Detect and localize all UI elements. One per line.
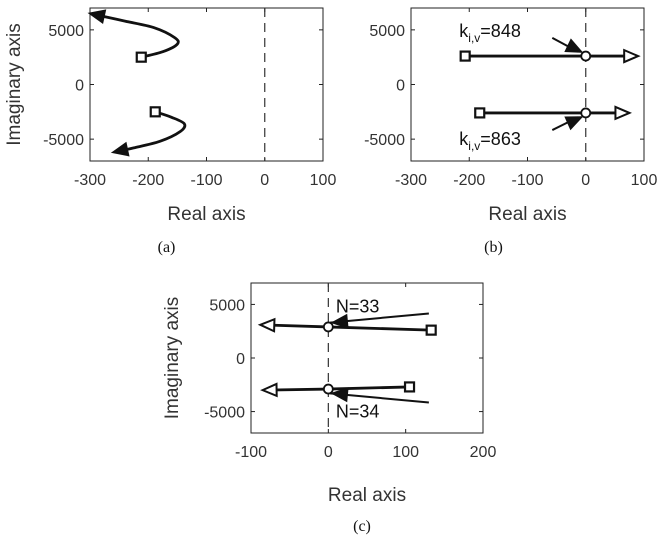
y-tick-label: -5000 bbox=[43, 132, 84, 149]
annotation-suffix: =848 bbox=[480, 21, 521, 41]
crossing-circle-marker bbox=[580, 50, 592, 62]
annotation-main: k bbox=[459, 21, 469, 41]
series-line bbox=[270, 323, 432, 332]
end-arrow-marker bbox=[110, 141, 130, 157]
end-arrow-marker bbox=[623, 48, 641, 64]
start-square-marker bbox=[403, 381, 416, 393]
y-tick-label: 0 bbox=[75, 78, 84, 95]
annotation-main: N=34 bbox=[336, 402, 380, 422]
x-axis-label: Real axis bbox=[488, 204, 566, 225]
x-tick-label: 100 bbox=[631, 172, 658, 189]
x-tick-label: -100 bbox=[190, 172, 222, 189]
x-axis-label: Real axis bbox=[328, 485, 406, 506]
y-tick-label: 5000 bbox=[209, 297, 245, 314]
annotation-arrow-head bbox=[564, 38, 584, 53]
y-tick-label: 0 bbox=[396, 78, 405, 95]
x-tick-label: 200 bbox=[470, 444, 497, 461]
annotation-label: N=33 bbox=[336, 297, 380, 317]
annotation-arrow-head bbox=[330, 387, 349, 403]
end-arrow-marker bbox=[87, 9, 107, 25]
series-line bbox=[99, 14, 180, 59]
annotation-arrow-head bbox=[330, 313, 349, 329]
annotation-subscript: i,v bbox=[468, 139, 480, 153]
start-square-marker bbox=[135, 51, 147, 63]
start-square-marker bbox=[425, 324, 437, 336]
panel-caption: (b) bbox=[484, 239, 503, 256]
chart-panel-a: -300 -200 -100 0 100 -5000 0 5000 Real axis Imagi… bbox=[4, 7, 337, 256]
annotation-main: k bbox=[459, 129, 469, 149]
y-axis-label: Imaginary axis bbox=[162, 297, 183, 420]
x-tick-label: -300 bbox=[74, 172, 106, 189]
y-tick-label: 5000 bbox=[369, 23, 405, 40]
panel-caption: (c) bbox=[353, 518, 371, 535]
x-tick-label: -300 bbox=[395, 172, 427, 189]
crossing-circle-marker bbox=[322, 383, 334, 395]
crossing-circle-marker bbox=[322, 321, 334, 333]
x-tick-label: 0 bbox=[260, 172, 269, 189]
end-arrow-marker bbox=[260, 382, 278, 398]
start-square-marker bbox=[149, 106, 161, 118]
x-tick-label: 100 bbox=[392, 444, 419, 461]
x-tick-label: -100 bbox=[511, 172, 543, 189]
end-arrow-marker bbox=[614, 105, 632, 121]
series-line bbox=[272, 385, 410, 392]
x-tick-label: -200 bbox=[132, 172, 164, 189]
end-arrow-marker bbox=[257, 317, 276, 333]
x-axis-label: Real axis bbox=[167, 204, 245, 225]
annotation-label: ki,v=863 bbox=[459, 129, 521, 153]
panel-caption: (a) bbox=[158, 239, 176, 256]
annotation-label: ki,v=848 bbox=[459, 21, 521, 45]
annotation-suffix: =863 bbox=[480, 129, 521, 149]
x-tick-label: 0 bbox=[324, 444, 333, 461]
chart-panel-c: -100 0 100 200 -5000 0 5000 Real axis Imaginary … bbox=[162, 282, 497, 535]
start-square-marker bbox=[459, 50, 471, 62]
x-tick-label: 0 bbox=[581, 172, 590, 189]
annotation-label: N=34 bbox=[336, 402, 380, 422]
y-axis-label: Imaginary axis bbox=[4, 23, 25, 146]
y-tick-label: 0 bbox=[236, 351, 245, 368]
annotation-subscript: i,v bbox=[468, 31, 480, 45]
crossing-circle-marker bbox=[580, 107, 592, 119]
y-tick-label: -5000 bbox=[204, 405, 245, 422]
y-tick-label: 5000 bbox=[48, 23, 84, 40]
series-line bbox=[122, 110, 187, 152]
annotation-main: N=33 bbox=[336, 297, 380, 317]
plot-frame bbox=[410, 7, 645, 162]
annotation-arrow-head bbox=[564, 116, 584, 131]
x-tick-label: -200 bbox=[453, 172, 485, 189]
x-tick-label: -100 bbox=[235, 444, 267, 461]
y-tick-label: -5000 bbox=[364, 132, 405, 149]
plot-frame bbox=[89, 7, 324, 162]
x-tick-label: 100 bbox=[310, 172, 337, 189]
start-square-marker bbox=[474, 107, 486, 119]
